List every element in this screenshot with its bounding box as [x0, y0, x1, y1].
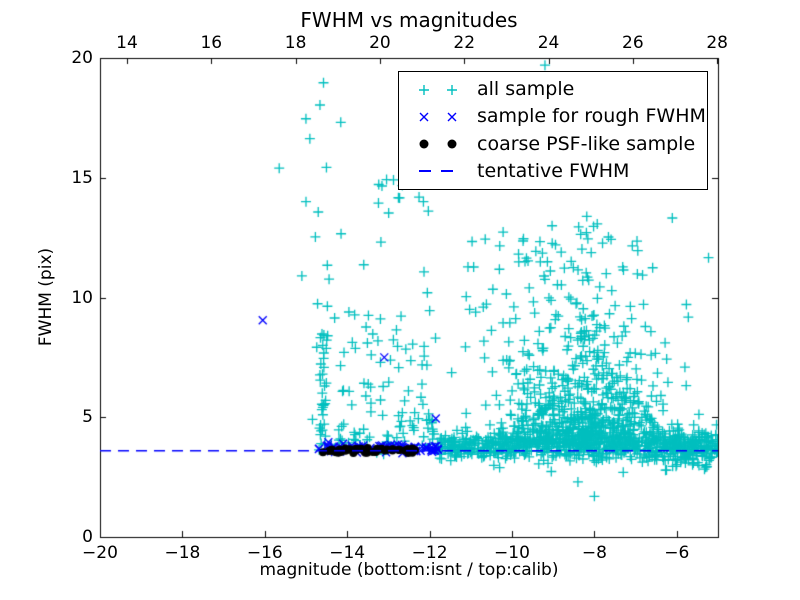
y-axis-label: FWHM (pix) [36, 247, 56, 347]
legend-label: sample for rough FWHM [477, 105, 706, 128]
dashed-line-icon [419, 170, 453, 173]
top-axis-tick-label: 26 [622, 33, 644, 53]
top-axis-tick-label: 28 [706, 33, 728, 53]
bot-axis-tick-label: −12 [411, 543, 448, 563]
legend-item-tentative-fwhm: tentative FWHM [399, 158, 707, 184]
top-axis-tick-label: 24 [537, 33, 560, 53]
bot-axis-tick-label: −14 [329, 543, 366, 563]
bot-axis-tick-label: −8 [581, 543, 607, 563]
bot-axis-tick-label: −20 [82, 543, 118, 563]
top-axis-tick-label: 16 [200, 33, 223, 53]
bot-axis-tick-label: −18 [164, 543, 201, 563]
bot-axis-tick-label: −16 [246, 543, 283, 563]
legend-label: coarse PSF-like sample [477, 132, 696, 155]
bot-axis-tick-label: −10 [494, 543, 530, 563]
lef-axis-tick-label: 20 [71, 48, 93, 68]
top-axis-tick-label: 14 [116, 33, 138, 53]
bot-axis-tick-label: −6 [664, 543, 690, 563]
lef-axis-tick-label: 15 [71, 167, 93, 188]
top-axis-tick-label: 18 [284, 33, 307, 53]
legend-item-psf-sample: coarse PSF-like sample [399, 131, 707, 157]
top-axis-tick-label: 20 [369, 33, 391, 53]
lef-axis-tick-label: 5 [82, 407, 93, 428]
lef-axis-tick-label: 0 [82, 527, 93, 547]
lef-axis-tick-label: 10 [71, 287, 93, 308]
legend: all sample sample for rough FWHM coarse … [398, 71, 708, 190]
dot-marker-icon [419, 139, 457, 149]
plus-marker-icon [419, 84, 457, 95]
legend-label: tentative FWHM [477, 159, 630, 182]
legend-item-rough-fwhm: sample for rough FWHM [399, 104, 707, 130]
legend-item-all-sample: all sample [399, 77, 707, 103]
top-axis-tick-label: 22 [453, 33, 476, 53]
x-marker-icon [419, 112, 457, 122]
legend-label: all sample [477, 78, 575, 101]
chart-title: FWHM vs magnitudes [300, 8, 518, 32]
x-axis-label: magnitude (bottom:isnt / top:calib) [259, 560, 559, 580]
